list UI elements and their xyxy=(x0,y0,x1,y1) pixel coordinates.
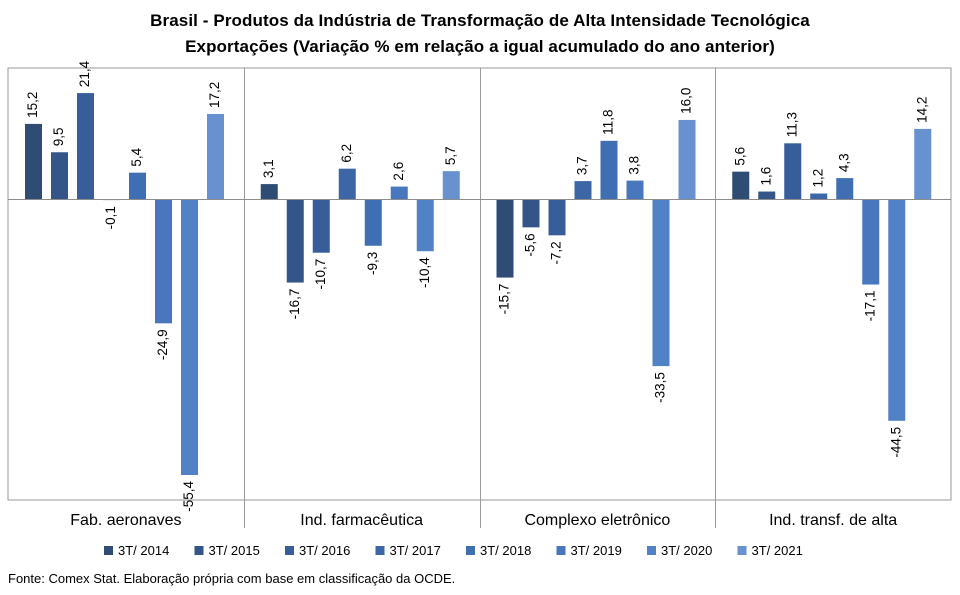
legend-swatch xyxy=(556,546,566,555)
data-label: -16,7 xyxy=(287,289,302,320)
data-label: 1,2 xyxy=(810,169,825,188)
category-label: Fab. aeronaves xyxy=(70,512,181,529)
chart-title: Brasil - Produtos da Indústria de Transf… xyxy=(150,11,810,30)
bar-3t-2016-ind-transf-de-alta xyxy=(784,143,802,200)
bar-3t-2017-ind-farmaceutica xyxy=(338,168,356,200)
legend-label: 3T/ 2015 xyxy=(209,543,260,558)
legend-label: 3T/ 2018 xyxy=(480,543,531,558)
legend-swatch xyxy=(104,546,113,555)
data-label: 11,3 xyxy=(784,112,799,137)
data-label: 2,6 xyxy=(391,162,406,181)
data-label: 16,0 xyxy=(679,88,694,114)
legend-swatch xyxy=(647,546,656,555)
bar-3t-2019-ind-transf-de-alta xyxy=(862,199,880,285)
bar-3t-2016-ind-farmaceutica xyxy=(312,199,330,253)
bar-3t-2021-ind-transf-de-alta xyxy=(914,128,932,200)
category-label: Ind. farmacêutica xyxy=(300,512,423,529)
source-footer: Fonte: Comex Stat. Elaboração própria co… xyxy=(8,571,456,586)
legend-swatch xyxy=(194,546,204,555)
legend-swatch xyxy=(466,546,475,555)
data-label: 11,8 xyxy=(601,110,616,135)
data-label: -17,1 xyxy=(862,291,877,322)
bar-3t-2014-ind-transf-de-alta xyxy=(732,171,750,200)
data-label: -0,1 xyxy=(103,206,118,229)
data-label: 14,2 xyxy=(914,97,929,123)
data-label: -10,7 xyxy=(313,259,328,290)
bar-3t-2021-ind-farmaceutica xyxy=(442,171,460,200)
data-label: -44,5 xyxy=(888,427,903,458)
bar-3t-2020-ind-transf-de-alta xyxy=(888,199,906,421)
data-label: 1,6 xyxy=(758,167,773,186)
bar-3t-2018-fab-aeronaves xyxy=(129,172,146,200)
bar-3t-2016-complexo-eletronico xyxy=(548,199,566,236)
data-label: 3,7 xyxy=(575,156,590,175)
bar-3t-2015-ind-farmaceutica xyxy=(286,199,304,283)
data-label: -7,2 xyxy=(549,241,564,264)
bar-3t-2020-ind-farmaceutica xyxy=(416,199,434,252)
bar-3t-2019-complexo-eletronico xyxy=(626,180,644,200)
data-label: -10,4 xyxy=(417,257,432,288)
data-label: 3,1 xyxy=(261,159,276,178)
bar-3t-2016-fab-aeronaves xyxy=(77,93,94,200)
bar-3t-2021-complexo-eletronico xyxy=(678,119,696,200)
data-label: 9,5 xyxy=(51,127,66,146)
data-label: -55,4 xyxy=(181,481,196,512)
data-label: 15,2 xyxy=(25,92,40,118)
data-label: 6,2 xyxy=(339,144,354,163)
legend-swatch xyxy=(375,546,385,555)
legend-label: 3T/ 2019 xyxy=(571,543,622,558)
data-label: 5,6 xyxy=(732,147,747,166)
legend-swatch xyxy=(737,546,747,555)
legend-swatch xyxy=(285,546,294,555)
data-label: -9,3 xyxy=(365,252,380,275)
chart-subtitle: Exportações (Variação % em relação a igu… xyxy=(185,37,775,56)
data-label: 3,8 xyxy=(627,156,642,175)
bar-3t-2015-ind-transf-de-alta xyxy=(758,191,776,200)
bar-3t-2019-fab-aeronaves xyxy=(155,199,172,324)
bar-3t-2014-complexo-eletronico xyxy=(496,199,514,278)
category-label: Complexo eletrônico xyxy=(524,512,670,529)
data-label: -33,5 xyxy=(653,372,668,403)
data-label: -5,6 xyxy=(523,233,538,256)
plot-frame xyxy=(7,67,952,501)
data-label: 5,7 xyxy=(443,146,458,165)
bar-3t-2014-ind-farmaceutica xyxy=(260,184,278,200)
data-label: -15,7 xyxy=(497,284,512,315)
legend-label: 3T/ 2016 xyxy=(299,543,350,558)
bar-3t-2017-ind-transf-de-alta xyxy=(810,193,828,200)
legend-label: 3T/ 2020 xyxy=(661,543,712,558)
bar-3t-2019-ind-farmaceutica xyxy=(390,186,408,200)
data-label: 5,4 xyxy=(129,147,144,166)
bar-3t-2015-complexo-eletronico xyxy=(522,199,540,228)
bar-3t-2020-fab-aeronaves xyxy=(181,199,198,475)
bar-3t-2015-fab-aeronaves xyxy=(51,152,68,200)
data-label: 17,2 xyxy=(207,82,222,108)
bar-3t-2017-complexo-eletronico xyxy=(574,181,592,200)
data-label: 4,3 xyxy=(836,153,851,172)
bar-3t-2021-fab-aeronaves xyxy=(207,113,224,200)
bar-3t-2018-ind-farmaceutica xyxy=(364,199,382,246)
legend-label: 3T/ 2017 xyxy=(390,543,441,558)
bar-3t-2020-complexo-eletronico xyxy=(652,199,670,367)
category-label: Ind. transf. de alta xyxy=(769,512,897,529)
bar-3t-2018-ind-transf-de-alta xyxy=(836,178,854,200)
bar-3t-2014-fab-aeronaves xyxy=(25,123,42,200)
bar-3t-2018-complexo-eletronico xyxy=(600,140,618,200)
legend-label: 3T/ 2014 xyxy=(118,543,169,558)
legend-label: 3T/ 2021 xyxy=(752,543,803,558)
data-label: -24,9 xyxy=(155,329,170,360)
data-label: 21,4 xyxy=(77,60,92,87)
